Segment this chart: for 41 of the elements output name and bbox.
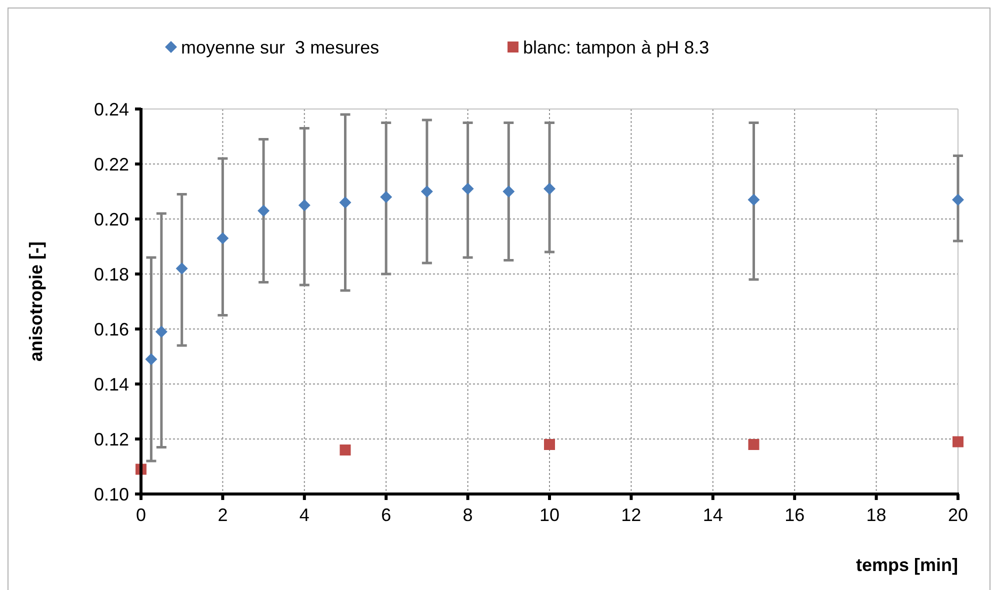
point xyxy=(502,186,515,198)
point xyxy=(952,194,964,206)
point xyxy=(952,436,964,448)
x-tick-label: 10 xyxy=(539,505,560,525)
y-tick-label: 0.24 xyxy=(94,99,129,120)
x-tick-label: 6 xyxy=(381,505,392,525)
x-tick-label: 0 xyxy=(136,505,146,525)
point xyxy=(340,444,351,456)
point xyxy=(155,326,168,338)
point xyxy=(258,204,270,217)
x-tick-label: 2 xyxy=(218,505,228,525)
point xyxy=(544,182,556,195)
y-axis-title: anisotropie [-] xyxy=(26,242,46,362)
x-tick-label: 4 xyxy=(299,505,310,525)
x-tick-label: 14 xyxy=(702,505,723,525)
x-tick-label: 8 xyxy=(462,505,473,525)
point xyxy=(420,186,433,198)
point xyxy=(462,182,474,195)
point xyxy=(544,439,555,450)
x-tick-label: 20 xyxy=(948,505,968,525)
legend-label: blanc: tampon à pH 8.3 xyxy=(523,37,710,58)
x-tick-label: 18 xyxy=(866,505,886,525)
y-tick-label: 0.20 xyxy=(94,209,129,230)
y-tick-label: 0.22 xyxy=(94,154,129,174)
y-tick-label: 0.14 xyxy=(94,374,129,394)
point xyxy=(380,191,392,203)
point xyxy=(748,194,760,206)
point xyxy=(339,196,352,208)
y-tick-label: 0.18 xyxy=(94,264,129,284)
y-tick-label: 0.10 xyxy=(94,484,129,504)
point xyxy=(216,232,229,244)
legend-label: moyenne sur 3 mesures xyxy=(181,37,380,58)
x-tick-label: 12 xyxy=(621,505,642,525)
x-tick-label: 16 xyxy=(784,505,805,525)
point xyxy=(748,439,760,450)
point xyxy=(176,262,188,274)
point xyxy=(298,199,310,212)
y-tick-label: 0.16 xyxy=(94,319,129,340)
y-tick-label: 0.12 xyxy=(94,429,129,450)
x-axis-title: temps [min] xyxy=(856,555,958,575)
point xyxy=(145,353,158,366)
